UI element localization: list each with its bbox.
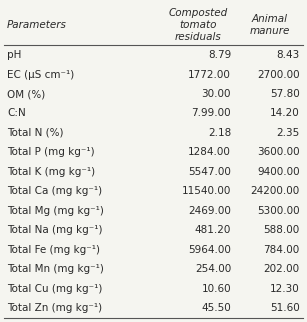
- Text: 2469.00: 2469.00: [188, 206, 231, 216]
- Text: 45.50: 45.50: [201, 303, 231, 313]
- Text: 254.00: 254.00: [195, 264, 231, 274]
- Text: 5547.00: 5547.00: [188, 167, 231, 177]
- Text: 2.35: 2.35: [277, 128, 300, 138]
- Text: 51.60: 51.60: [270, 303, 300, 313]
- Text: Total Na (mg kg⁻¹): Total Na (mg kg⁻¹): [7, 225, 103, 235]
- Text: 784.00: 784.00: [264, 245, 300, 255]
- Text: Total Zn (mg kg⁻¹): Total Zn (mg kg⁻¹): [7, 303, 102, 313]
- Text: 202.00: 202.00: [264, 264, 300, 274]
- Text: 8.79: 8.79: [208, 50, 231, 60]
- Text: Total Ca (mg kg⁻¹): Total Ca (mg kg⁻¹): [7, 186, 102, 196]
- Text: Composted
tomato
residuals: Composted tomato residuals: [169, 8, 228, 42]
- Text: Total P (mg kg⁻¹): Total P (mg kg⁻¹): [7, 147, 95, 157]
- Text: 588.00: 588.00: [264, 225, 300, 235]
- Text: Total N (%): Total N (%): [7, 128, 64, 138]
- Text: 12.30: 12.30: [270, 284, 300, 294]
- Text: Total Mn (mg kg⁻¹): Total Mn (mg kg⁻¹): [7, 264, 104, 274]
- Text: 24200.00: 24200.00: [251, 186, 300, 196]
- Text: EC (μS cm⁻¹): EC (μS cm⁻¹): [7, 70, 74, 80]
- Text: Total K (mg kg⁻¹): Total K (mg kg⁻¹): [7, 167, 95, 177]
- Text: Total Fe (mg kg⁻¹): Total Fe (mg kg⁻¹): [7, 245, 100, 255]
- Text: 3600.00: 3600.00: [257, 147, 300, 157]
- Text: Total Cu (mg kg⁻¹): Total Cu (mg kg⁻¹): [7, 284, 103, 294]
- Text: 14.20: 14.20: [270, 109, 300, 118]
- Text: Parameters: Parameters: [7, 20, 67, 30]
- Text: OM (%): OM (%): [7, 89, 45, 99]
- Text: 11540.00: 11540.00: [182, 186, 231, 196]
- Text: 1284.00: 1284.00: [188, 147, 231, 157]
- Text: 57.80: 57.80: [270, 89, 300, 99]
- Text: 5300.00: 5300.00: [257, 206, 300, 216]
- Text: 10.60: 10.60: [201, 284, 231, 294]
- Text: C:N: C:N: [7, 109, 26, 118]
- Text: Total Mg (mg kg⁻¹): Total Mg (mg kg⁻¹): [7, 206, 104, 216]
- Text: Animal
manure: Animal manure: [250, 14, 290, 36]
- Text: pH: pH: [7, 50, 21, 60]
- Text: 1772.00: 1772.00: [188, 70, 231, 80]
- Text: 9400.00: 9400.00: [257, 167, 300, 177]
- Text: 481.20: 481.20: [195, 225, 231, 235]
- Text: 2700.00: 2700.00: [257, 70, 300, 80]
- Text: 2.18: 2.18: [208, 128, 231, 138]
- Text: 7.99.00: 7.99.00: [192, 109, 231, 118]
- Text: 30.00: 30.00: [202, 89, 231, 99]
- Text: 5964.00: 5964.00: [188, 245, 231, 255]
- Text: 8.43: 8.43: [277, 50, 300, 60]
